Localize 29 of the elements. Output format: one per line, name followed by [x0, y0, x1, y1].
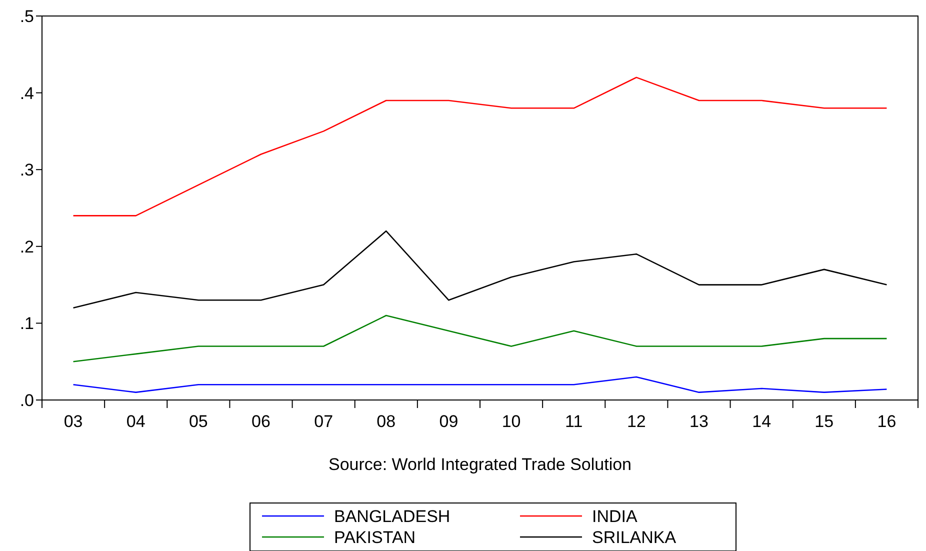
- y-tick-label: .5: [20, 6, 34, 26]
- legend-label: SRILANKA: [592, 528, 677, 547]
- y-tick-label: .4: [20, 84, 34, 103]
- x-tick-label: 09: [439, 412, 458, 431]
- y-tick-label: .1: [20, 314, 34, 334]
- x-tick-label: 10: [502, 412, 521, 431]
- x-tick-label: 11: [565, 412, 583, 431]
- line-series: [72, 376, 888, 393]
- x-tick-label: 14: [752, 412, 772, 431]
- x-tick-label: 05: [188, 412, 208, 431]
- x-tick-label: 12: [626, 412, 646, 431]
- y-tick-label: .3: [20, 160, 34, 180]
- line-series: [72, 76, 888, 216]
- legend-label: BANGLADESH: [334, 506, 450, 526]
- source-note: Source: World Integrated Trade Solution: [328, 455, 632, 474]
- x-tick-label: 15: [814, 412, 834, 431]
- x-tick-label: 07: [314, 412, 334, 431]
- legend-label: INDIA: [592, 506, 638, 526]
- line-series: [72, 314, 888, 362]
- x-tick-label: 04: [126, 412, 146, 431]
- x-tick-label: 13: [690, 412, 708, 431]
- y-tick-label: .2: [20, 237, 34, 256]
- line-series: [72, 230, 888, 308]
- y-tick-label: .0: [20, 390, 34, 410]
- legend-label: PAKISTAN: [334, 528, 416, 547]
- x-tick-label: 06: [252, 412, 270, 431]
- x-tick-label: 16: [877, 412, 896, 431]
- x-tick-label: 08: [376, 412, 396, 431]
- x-tick-label: 03: [64, 412, 83, 431]
